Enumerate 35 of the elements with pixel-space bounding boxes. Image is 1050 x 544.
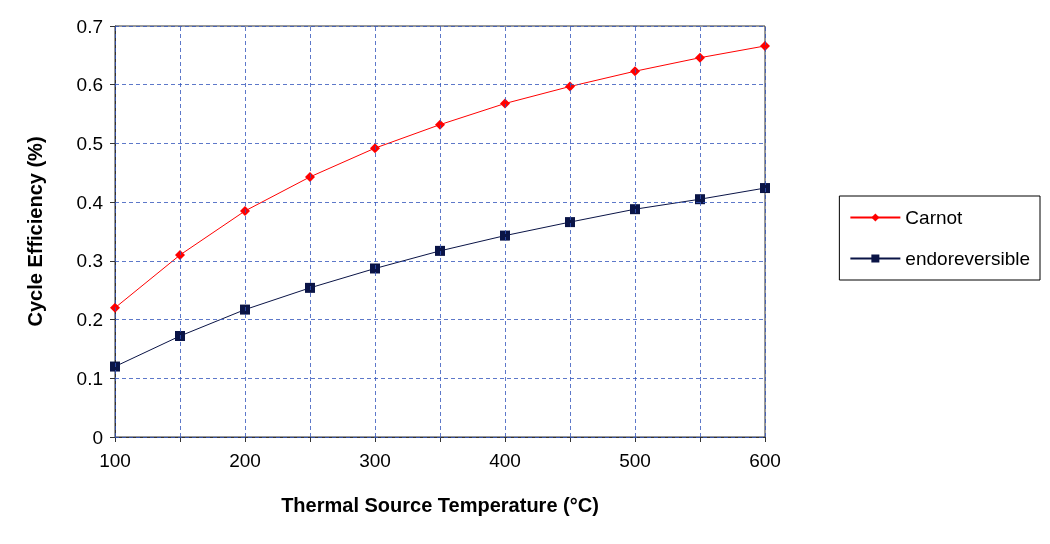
x-tick-label: 100 bbox=[99, 450, 131, 471]
x-tick-label: 600 bbox=[749, 450, 781, 471]
point bbox=[695, 52, 705, 63]
point bbox=[565, 217, 575, 228]
point bbox=[305, 171, 315, 182]
point bbox=[760, 183, 770, 194]
point bbox=[630, 204, 640, 215]
y-tick-label: 0.4 bbox=[76, 191, 104, 213]
y-tick-label: 0 bbox=[92, 426, 103, 448]
y-tick-label: 0.2 bbox=[76, 309, 103, 331]
x-axis-title: Thermal Source Temperature (°C) bbox=[281, 494, 599, 516]
point bbox=[175, 331, 185, 342]
point bbox=[240, 205, 250, 216]
x-tick-label: 500 bbox=[619, 450, 651, 471]
y-tick-label: 0.1 bbox=[76, 367, 103, 389]
point bbox=[370, 143, 380, 154]
y-tick-label: 0.6 bbox=[76, 74, 103, 96]
point bbox=[305, 282, 315, 293]
point bbox=[240, 304, 250, 315]
legend-label: endoreversible bbox=[905, 248, 1031, 269]
point bbox=[110, 302, 120, 313]
point bbox=[110, 361, 120, 372]
y-axis-title: Cycle Efficiency (%) bbox=[24, 136, 46, 327]
x-tick-label: 400 bbox=[489, 450, 521, 471]
point bbox=[370, 263, 380, 274]
point bbox=[630, 66, 640, 77]
x-tick-label: 200 bbox=[229, 450, 261, 471]
y-tick-label: 0.7 bbox=[76, 15, 103, 37]
legend-label: Carnot bbox=[905, 207, 964, 228]
y-tick-label: 0.5 bbox=[76, 132, 103, 154]
point bbox=[175, 249, 185, 260]
x-tick-label: 300 bbox=[359, 450, 391, 471]
point bbox=[500, 230, 510, 241]
point bbox=[435, 245, 445, 256]
y-tick-label: 0.3 bbox=[76, 250, 103, 272]
